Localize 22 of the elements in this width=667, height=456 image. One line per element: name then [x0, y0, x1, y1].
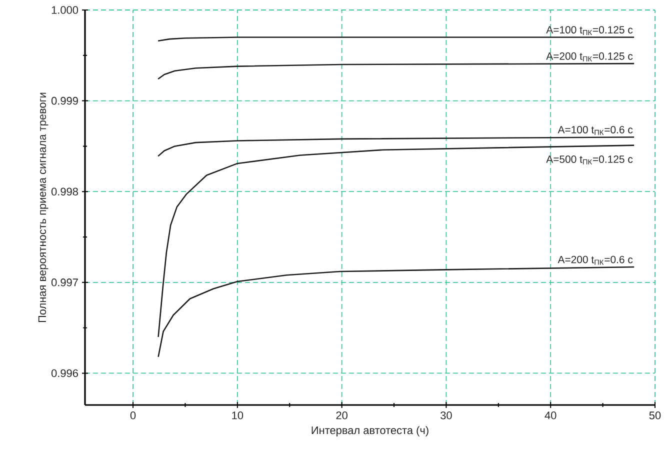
x-tick-label: 30	[440, 412, 452, 420]
x-tick-label: 50	[649, 412, 661, 420]
y-tick-label: 0.996	[51, 369, 78, 378]
y-axis-title: Полная вероятность приема сигнала тревоги	[38, 92, 48, 322]
line-series	[158, 266, 635, 358]
y-tick-label: 1.000	[52, 6, 78, 14]
x-tick-label: 10	[232, 412, 244, 420]
series-label: A=100 t$_{ПК}$=0.125 с	[546, 26, 633, 36]
series-label: A=200 t$_{ПК}$=0.6 с	[558, 256, 633, 265]
x-tick-label: 0	[130, 412, 136, 420]
x-tick-label: 20	[336, 412, 348, 420]
x-tick-label: 40	[544, 412, 556, 420]
series-label: A=500 t$_{ПК}$=0.125 с	[546, 156, 633, 164]
y-tick-label: 0.998	[51, 188, 78, 196]
y-tick-label: 0.997	[51, 278, 78, 286]
line-series	[157, 62, 635, 80]
series-label: A=100 t$_{ПК}$=0.6 с	[558, 126, 633, 135]
line-series	[157, 136, 635, 157]
series-label: A=200 t$_{ПК}$=0.125 с	[546, 52, 633, 62]
line-series	[158, 144, 635, 338]
y-tick-label: 0.999	[51, 96, 78, 105]
x-axis-title: Интервал автотеста (ч)	[312, 426, 428, 436]
